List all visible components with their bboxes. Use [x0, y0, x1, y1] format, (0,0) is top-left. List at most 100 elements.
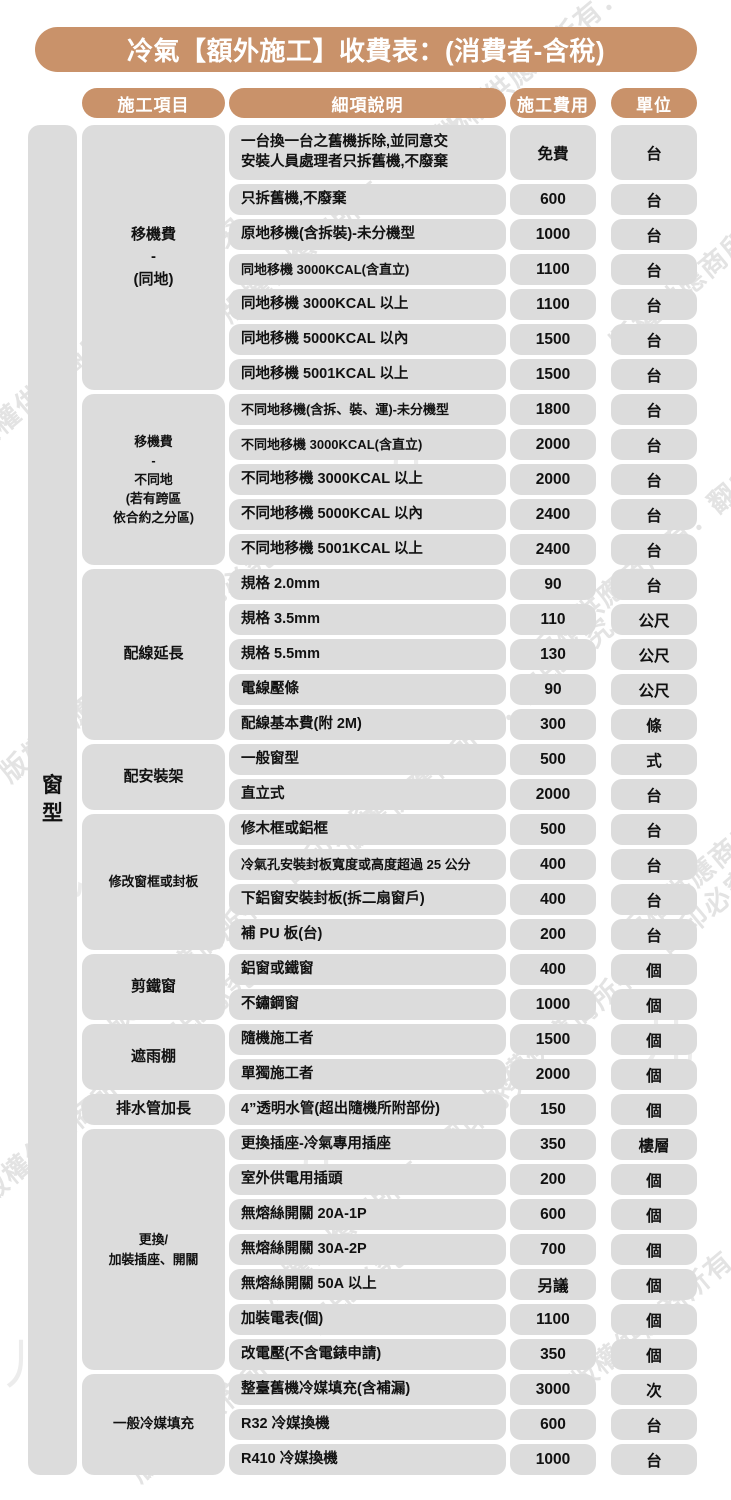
price-text: 2400: [535, 540, 571, 558]
detail-text: 不同地移機 3000KCAL(含直立): [241, 436, 423, 452]
price-cell: 1000: [510, 1444, 596, 1475]
detail-text: 規格 5.5mm: [241, 645, 320, 662]
detail-text: 隨機施工者: [241, 1030, 314, 1047]
price-cell: 1500: [510, 324, 596, 355]
detail-text: 下鋁窗安裝封板(拆二扇窗戶): [241, 890, 425, 907]
column-header-price: 施工費用: [510, 88, 596, 118]
detail-text: 4”透明水管(超出隨機所附部份): [241, 1100, 440, 1117]
detail-text: 同地移機 5000KCAL 以內: [241, 330, 409, 347]
price-text: 1000: [535, 1450, 571, 1468]
price-text: 110: [540, 610, 566, 628]
price-text: 300: [540, 715, 566, 733]
detail-cell: 不同地移機 3000KCAL 以上: [229, 464, 506, 495]
unit-text: 樓層: [638, 1137, 670, 1155]
unit-cell: 台: [611, 184, 697, 215]
price-text: 130: [540, 645, 566, 663]
detail-text: 只拆舊機,不廢棄: [241, 190, 347, 207]
detail-cell: 不鏽鋼窗: [229, 989, 506, 1020]
detail-cell: 只拆舊機,不廢棄: [229, 184, 506, 215]
unit-text: 個: [646, 1312, 662, 1330]
detail-cell: 改電壓(不含電錶申請): [229, 1339, 506, 1370]
price-cell: 350: [510, 1339, 596, 1370]
price-cell: 2000: [510, 429, 596, 460]
unit-text: 台: [646, 1417, 662, 1435]
unit-text: 個: [646, 1032, 662, 1050]
unit-cell: 公尺: [611, 639, 697, 670]
detail-text: 一台換一台之舊機拆除,並同意交 安裝人員處理者只拆舊機,不廢棄: [241, 134, 449, 170]
unit-text: 台: [646, 542, 662, 560]
category-text: 一般冷媒填充: [113, 1416, 194, 1432]
price-cell: 免費: [510, 125, 596, 180]
price-text: 2000: [535, 470, 571, 488]
detail-cell: 整臺舊機冷媒填充(含補漏): [229, 1374, 506, 1405]
detail-text: 無熔絲開關 30A-2P: [241, 1240, 367, 1257]
price-cell: 2000: [510, 1059, 596, 1090]
price-cell: 350: [510, 1129, 596, 1160]
price-text: 400: [540, 890, 566, 908]
detail-text: 一般窗型: [241, 750, 299, 767]
detail-text: 修木框或鋁框: [241, 820, 328, 837]
detail-cell: 原地移機(含拆裝)-未分機型: [229, 219, 506, 250]
unit-text: 個: [646, 1067, 662, 1085]
price-text: 3000: [535, 1380, 571, 1398]
detail-text: 補 PU 板(台): [241, 925, 323, 942]
category-text: 配線延長: [123, 645, 184, 663]
detail-text: 規格 2.0mm: [241, 575, 320, 592]
detail-cell: 修木框或鋁框: [229, 814, 506, 845]
price-cell: 700: [510, 1234, 596, 1265]
unit-cell: 個: [611, 1024, 697, 1055]
price-text: 400: [540, 960, 566, 978]
unit-cell: 公尺: [611, 604, 697, 635]
price-cell: 150: [510, 1094, 596, 1125]
detail-cell: 配線基本費(附 2M): [229, 709, 506, 740]
price-cell: 130: [510, 639, 596, 670]
column-header-category: 施工項目: [82, 88, 225, 118]
unit-cell: 個: [611, 1339, 697, 1370]
category-cell: 更換/ 加裝插座、開關: [82, 1129, 225, 1370]
type-column: 窗型: [28, 125, 77, 1475]
price-text: 500: [540, 750, 566, 768]
price-text: 350: [540, 1345, 566, 1363]
unit-text: 個: [646, 1277, 662, 1295]
unit-text: 台: [646, 927, 662, 945]
price-cell: 500: [510, 744, 596, 775]
unit-cell: 台: [611, 534, 697, 565]
detail-text: 電線壓條: [241, 680, 299, 697]
price-text: 2000: [535, 785, 571, 803]
price-cell: 200: [510, 919, 596, 950]
unit-text: 台: [646, 192, 662, 210]
detail-text: 原地移機(含拆裝)-未分機型: [241, 225, 415, 242]
unit-cell: 台: [611, 884, 697, 915]
table-header-row: 施工項目 細項說明 施工費用 單位: [0, 88, 731, 120]
unit-cell: 台: [611, 499, 697, 530]
price-text: 1100: [536, 1310, 570, 1328]
unit-cell: 個: [611, 989, 697, 1020]
unit-text: 台: [646, 437, 662, 455]
price-cell: 200: [510, 1164, 596, 1195]
unit-cell: 個: [611, 1164, 697, 1195]
unit-text: 台: [646, 145, 662, 163]
pricing-table: 施工項目 細項說明 施工費用 單位 一台換一台之舊機拆除,並同意交 安裝人員處理…: [0, 88, 731, 1475]
unit-cell: 個: [611, 954, 697, 985]
detail-cell: 補 PU 板(台): [229, 919, 506, 950]
price-cell: 1000: [510, 219, 596, 250]
category-cell: 排水管加長: [82, 1094, 225, 1125]
price-text: 2000: [535, 1065, 571, 1083]
detail-cell: 隨機施工者: [229, 1024, 506, 1055]
unit-text: 台: [646, 787, 662, 805]
category-cell: 剪鐵窗: [82, 954, 225, 1020]
price-text: 1800: [535, 400, 571, 418]
category-cell: 移機費 - 不同地 (若有跨區 依合約之分區): [82, 394, 225, 565]
price-cell: 2400: [510, 534, 596, 565]
unit-text: 條: [646, 717, 662, 735]
category-cell: 修改窗框或封板: [82, 814, 225, 950]
detail-cell: 不同地移機 3000KCAL(含直立): [229, 429, 506, 460]
unit-cell: 台: [611, 394, 697, 425]
unit-text: 公尺: [638, 612, 670, 630]
detail-cell: 不同地移機 5001KCAL 以上: [229, 534, 506, 565]
unit-cell: 樓層: [611, 1129, 697, 1160]
unit-text: 公尺: [638, 682, 670, 700]
unit-cell: 台: [611, 289, 697, 320]
price-text: 另議: [537, 1277, 569, 1295]
unit-text: 個: [646, 1347, 662, 1365]
